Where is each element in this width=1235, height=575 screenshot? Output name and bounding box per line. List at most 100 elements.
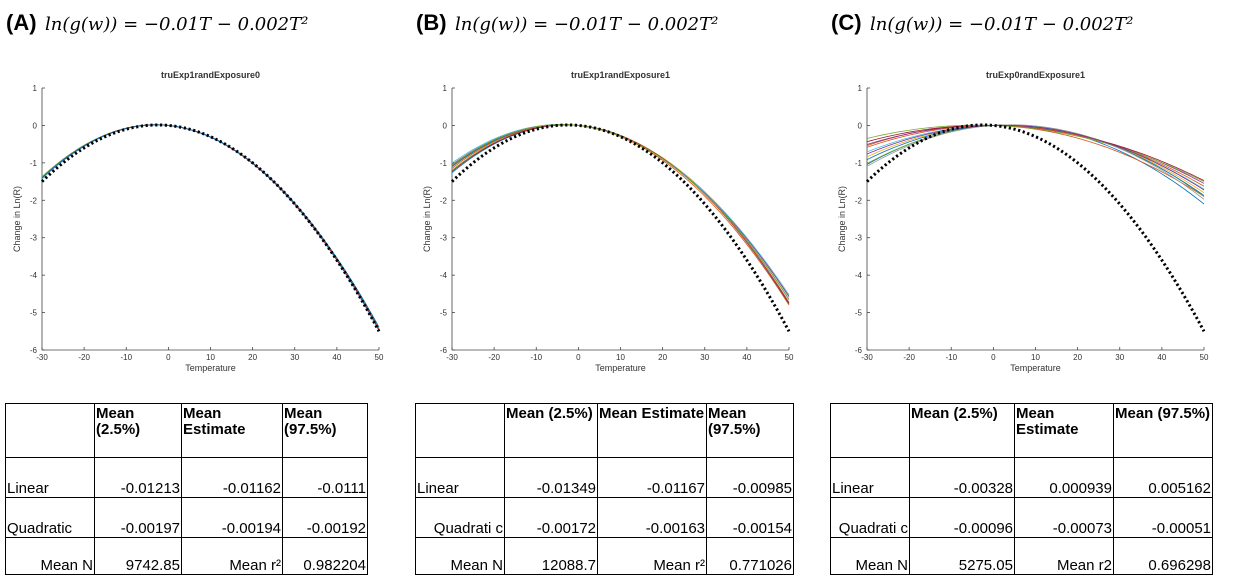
panel-label: (A)	[6, 10, 37, 35]
series-line	[41, 124, 380, 328]
panel-equation: ln(g(w)) = −0.01T − 0.002T²	[45, 14, 309, 35]
x-tick-label: -30	[861, 353, 873, 362]
results-table: Mean (2.5%) Mean Estimate Mean (97.5%) L…	[5, 403, 368, 575]
series-line	[451, 123, 790, 306]
y-tick-label: -1	[30, 159, 38, 168]
table-cell: -0.00197	[94, 497, 182, 538]
table-cell: -0.00328	[909, 457, 1015, 498]
true-curve	[40, 123, 381, 333]
y-tick-label: 1	[858, 84, 863, 93]
series-line	[41, 124, 380, 332]
y-tick-label: 0	[858, 121, 863, 130]
y-tick-label: -1	[855, 159, 863, 168]
x-tick-label: -20	[903, 353, 915, 362]
header-cell	[830, 403, 910, 458]
header-cell: Mean (97.5%)	[706, 403, 794, 458]
table-cell: -0.00096	[909, 497, 1015, 538]
x-tick-label: 30	[290, 353, 299, 362]
y-tick-label: -2	[855, 196, 863, 205]
row-label: Quadrati c	[415, 497, 505, 538]
x-tick-label: 30	[1115, 353, 1124, 362]
x-tick-label: 20	[1073, 353, 1082, 362]
panel-c: (C) ln(g(w)) = −0.01T − 0.002T² truExp0r…	[825, 0, 1230, 575]
header-cell	[5, 403, 95, 458]
series-line	[866, 125, 1205, 184]
series-line	[451, 124, 790, 304]
panel-equation: ln(g(w)) = −0.01T − 0.002T²	[870, 14, 1134, 35]
series-line	[451, 124, 790, 305]
series-line	[451, 124, 790, 303]
y-tick-label: -5	[30, 309, 38, 318]
table-cell: 0.000939	[1014, 457, 1114, 498]
chart-a: truExp1randExposure0-30 -20 -10 0 10 20 30 40 50…	[12, 70, 384, 373]
y-tick-label: -6	[30, 346, 38, 355]
x-tick-label: 30	[700, 353, 709, 362]
x-tick-label: 20	[248, 353, 257, 362]
table-cell: -0.01349	[504, 457, 598, 498]
table-cell: -0.00194	[181, 497, 283, 538]
x-tick-label: 40	[742, 353, 751, 362]
x-tick-label: -30	[446, 353, 458, 362]
panel-heading: (A) ln(g(w)) = −0.01T − 0.002T²	[6, 10, 308, 36]
y-tick-label: -2	[440, 196, 448, 205]
series-line	[451, 124, 790, 296]
x-axis-label: Temperature	[185, 363, 236, 373]
header-cell: Mean Estimate	[1014, 403, 1114, 458]
series-line	[451, 124, 790, 303]
panel-heading: (C) ln(g(w)) = −0.01T − 0.002T²	[831, 10, 1133, 36]
x-tick-label: -20	[488, 353, 500, 362]
series-line	[451, 124, 790, 300]
y-tick-label: 1	[443, 84, 448, 93]
header-cell	[415, 403, 505, 458]
panel-a: (A) ln(g(w)) = −0.01T − 0.002T² truExp1r…	[0, 0, 405, 575]
x-tick-label: 0	[576, 353, 581, 362]
true-curve	[865, 123, 1206, 333]
series-line	[451, 124, 790, 296]
header-cell: Mean (2.5%)	[909, 403, 1015, 458]
x-tick-label: 40	[1157, 353, 1166, 362]
series-line	[41, 124, 380, 329]
x-axis-label: Temperature	[1010, 363, 1061, 373]
header-cell: Mean (97.5%)	[282, 403, 368, 458]
series-line	[41, 124, 380, 330]
series-line	[866, 124, 1205, 200]
x-tick-label: 50	[375, 353, 384, 362]
x-tick-label: 40	[332, 353, 341, 362]
row-label: Quadratic	[5, 497, 95, 538]
x-tick-label: 10	[1031, 353, 1040, 362]
row-label: Linear	[5, 457, 95, 498]
table-cell: -0.01162	[181, 457, 283, 498]
x-tick-label: 50	[1200, 353, 1209, 362]
table-cell: -0.01167	[597, 457, 707, 498]
series-line	[41, 124, 380, 330]
table-cell: -0.00051	[1113, 497, 1213, 538]
y-axis-label: Change in Ln(R)	[12, 186, 22, 252]
y-tick-label: 0	[33, 121, 38, 130]
results-table: Mean (2.5%) Mean Estimate Mean (97.5%) L…	[415, 403, 794, 575]
header-cell: Mean (97.5%)	[1113, 403, 1213, 458]
row-label: Linear	[415, 457, 505, 498]
true-curve	[450, 123, 791, 333]
y-tick-label: -4	[855, 271, 863, 280]
y-tick-label: -3	[30, 234, 38, 243]
series-line	[866, 124, 1205, 182]
series-line	[866, 124, 1205, 190]
x-tick-label: 10	[206, 353, 215, 362]
table-cell: -0.00192	[282, 497, 368, 538]
y-tick-label: -2	[30, 196, 38, 205]
row-label: Quadrati c	[830, 497, 910, 538]
x-tick-label: -20	[78, 353, 90, 362]
table-cell: -0.00985	[706, 457, 794, 498]
table-cell: -0.00172	[504, 497, 598, 538]
y-tick-label: -4	[440, 271, 448, 280]
y-tick-label: -3	[855, 234, 863, 243]
header-cell: Mean Estimate	[181, 403, 283, 458]
y-tick-label: -5	[440, 309, 448, 318]
panel-heading: (B) ln(g(w)) = −0.01T − 0.002T²	[416, 10, 718, 36]
results-table: Mean (2.5%) Mean Estimate Mean (97.5%) L…	[830, 403, 1213, 575]
series-line	[451, 124, 790, 300]
x-tick-label: -10	[530, 353, 542, 362]
x-tick-label: 50	[785, 353, 794, 362]
series-line	[866, 124, 1205, 191]
panel-label: (B)	[416, 10, 447, 35]
